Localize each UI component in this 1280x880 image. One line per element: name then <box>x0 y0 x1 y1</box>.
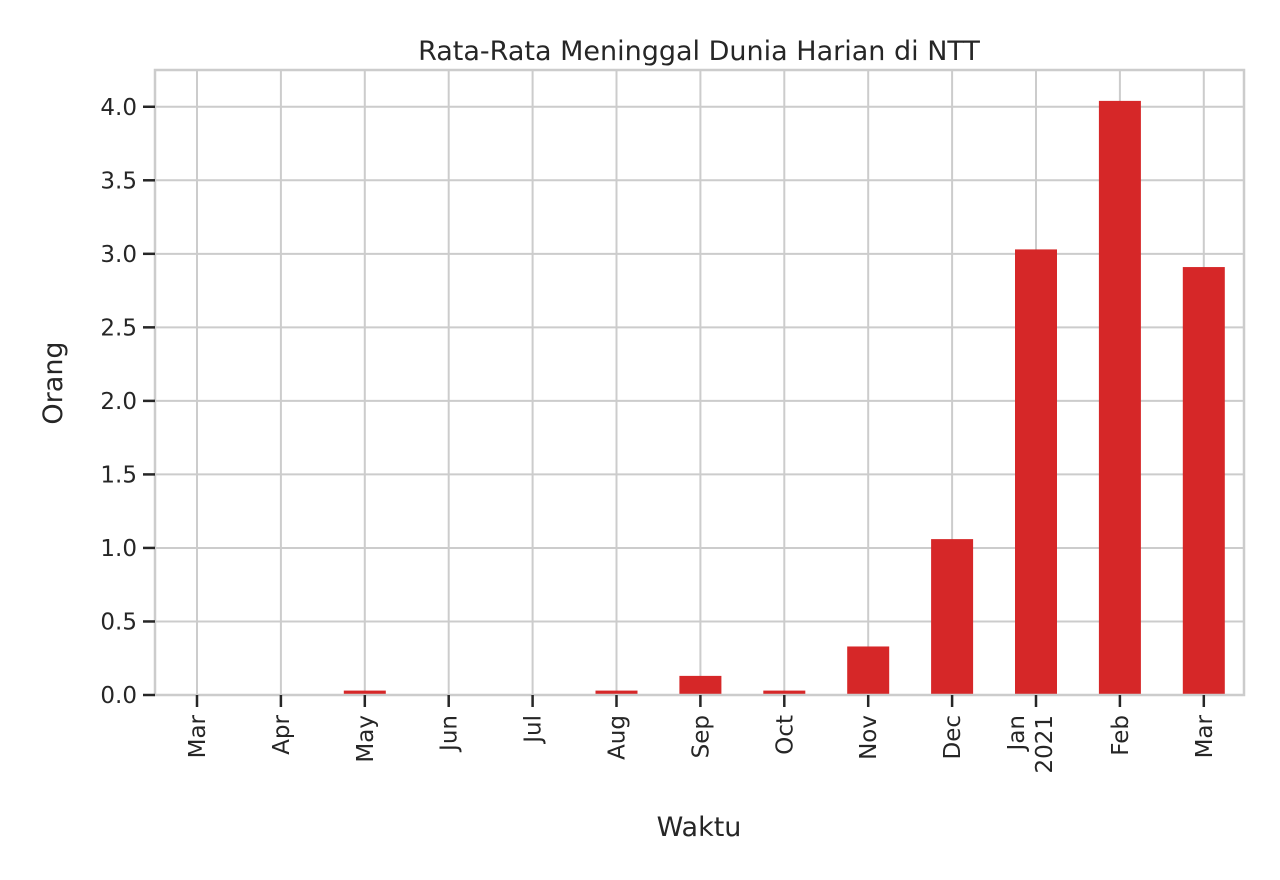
bar <box>679 675 722 695</box>
x-tick-label: Jan <box>1004 715 1030 752</box>
y-tick-label: 0.0 <box>100 683 137 709</box>
grid-lines <box>155 70 1244 696</box>
bar <box>1182 267 1225 695</box>
y-axis-label: Orang <box>38 341 69 424</box>
y-axis-ticks: 0.0 0.5 1.0 1.5 2.0 2.5 3.0 3.5 4.0 <box>100 95 155 709</box>
x-tick-label: Mar <box>1192 714 1218 758</box>
bar <box>1015 249 1057 696</box>
x-tick-sublabel: 2021 <box>1032 715 1058 774</box>
bar <box>595 690 638 695</box>
bar <box>763 690 806 695</box>
y-tick-label: 4.0 <box>100 95 137 121</box>
x-tick-label: Feb <box>1108 715 1134 756</box>
x-tick-label: Nov <box>856 715 882 760</box>
x-tick-label: Apr <box>269 714 295 754</box>
x-tick-label: Jul <box>521 715 547 745</box>
x-tick-label: May <box>353 715 379 763</box>
bars <box>343 100 1225 696</box>
y-tick-label: 3.0 <box>100 242 137 268</box>
y-tick-label: 1.5 <box>100 462 137 488</box>
x-axis-ticks: Mar Apr May Jun Jul Aug Sep Oct Nov Dec Jan 2021 Feb… <box>185 695 1218 774</box>
y-tick-label: 1.0 <box>100 536 137 562</box>
x-tick-label: Oct <box>772 715 798 755</box>
bar <box>343 690 386 695</box>
x-axis-label: Waktu <box>657 812 742 843</box>
x-tick-label: Mar <box>185 714 211 758</box>
y-tick-label: 2.0 <box>100 389 137 415</box>
chart-title: Rata-Rata Meninggal Dunia Harian di NTT <box>418 36 980 67</box>
x-tick-label: Sep <box>688 715 714 758</box>
y-tick-label: 0.5 <box>100 609 137 635</box>
bar <box>931 539 974 695</box>
x-tick-label: Aug <box>605 715 631 760</box>
y-tick-label: 3.5 <box>100 168 137 194</box>
bar <box>847 646 890 695</box>
bar <box>1098 100 1141 696</box>
x-tick-label: Jun <box>437 715 463 753</box>
x-tick-label: Dec <box>940 715 966 760</box>
y-tick-label: 2.5 <box>100 315 137 341</box>
